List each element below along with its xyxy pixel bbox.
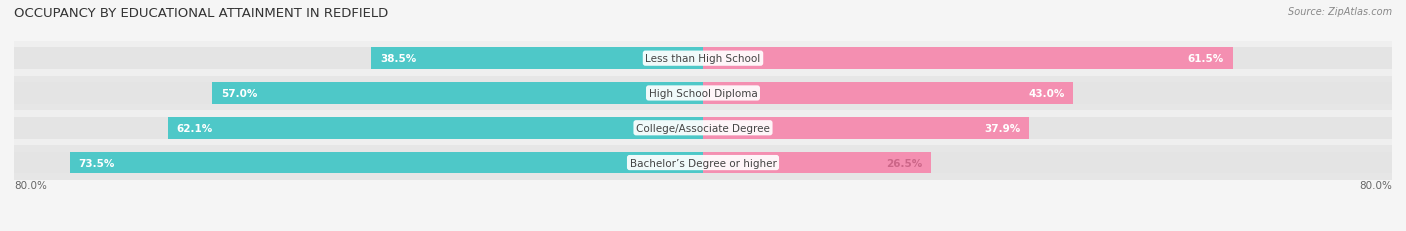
Bar — [703, 118, 1029, 139]
Text: High School Diploma: High School Diploma — [648, 88, 758, 99]
Bar — [169, 118, 703, 139]
Bar — [14, 48, 1392, 70]
Bar — [703, 83, 1073, 104]
Text: 26.5%: 26.5% — [886, 158, 922, 168]
Bar — [371, 48, 703, 70]
Text: OCCUPANCY BY EDUCATIONAL ATTAINMENT IN REDFIELD: OCCUPANCY BY EDUCATIONAL ATTAINMENT IN R… — [14, 7, 388, 20]
Bar — [14, 118, 1392, 139]
Bar — [703, 48, 1233, 70]
Text: 80.0%: 80.0% — [1360, 180, 1392, 190]
Text: 57.0%: 57.0% — [221, 88, 257, 99]
Bar — [70, 152, 703, 174]
Text: 62.1%: 62.1% — [177, 123, 214, 133]
Text: Source: ZipAtlas.com: Source: ZipAtlas.com — [1288, 7, 1392, 17]
Text: 73.5%: 73.5% — [79, 158, 115, 168]
Text: 43.0%: 43.0% — [1028, 88, 1064, 99]
Text: Bachelor’s Degree or higher: Bachelor’s Degree or higher — [630, 158, 776, 168]
Text: 61.5%: 61.5% — [1188, 54, 1225, 64]
Text: College/Associate Degree: College/Associate Degree — [636, 123, 770, 133]
Bar — [14, 111, 1392, 146]
Text: Less than High School: Less than High School — [645, 54, 761, 64]
Text: 80.0%: 80.0% — [14, 180, 46, 190]
Bar — [212, 83, 703, 104]
Bar — [14, 42, 1392, 76]
Bar — [703, 152, 931, 174]
Bar — [14, 146, 1392, 180]
Bar — [14, 83, 1392, 104]
Bar — [14, 76, 1392, 111]
Text: 37.9%: 37.9% — [984, 123, 1021, 133]
Bar — [14, 152, 1392, 174]
Text: 38.5%: 38.5% — [380, 54, 416, 64]
